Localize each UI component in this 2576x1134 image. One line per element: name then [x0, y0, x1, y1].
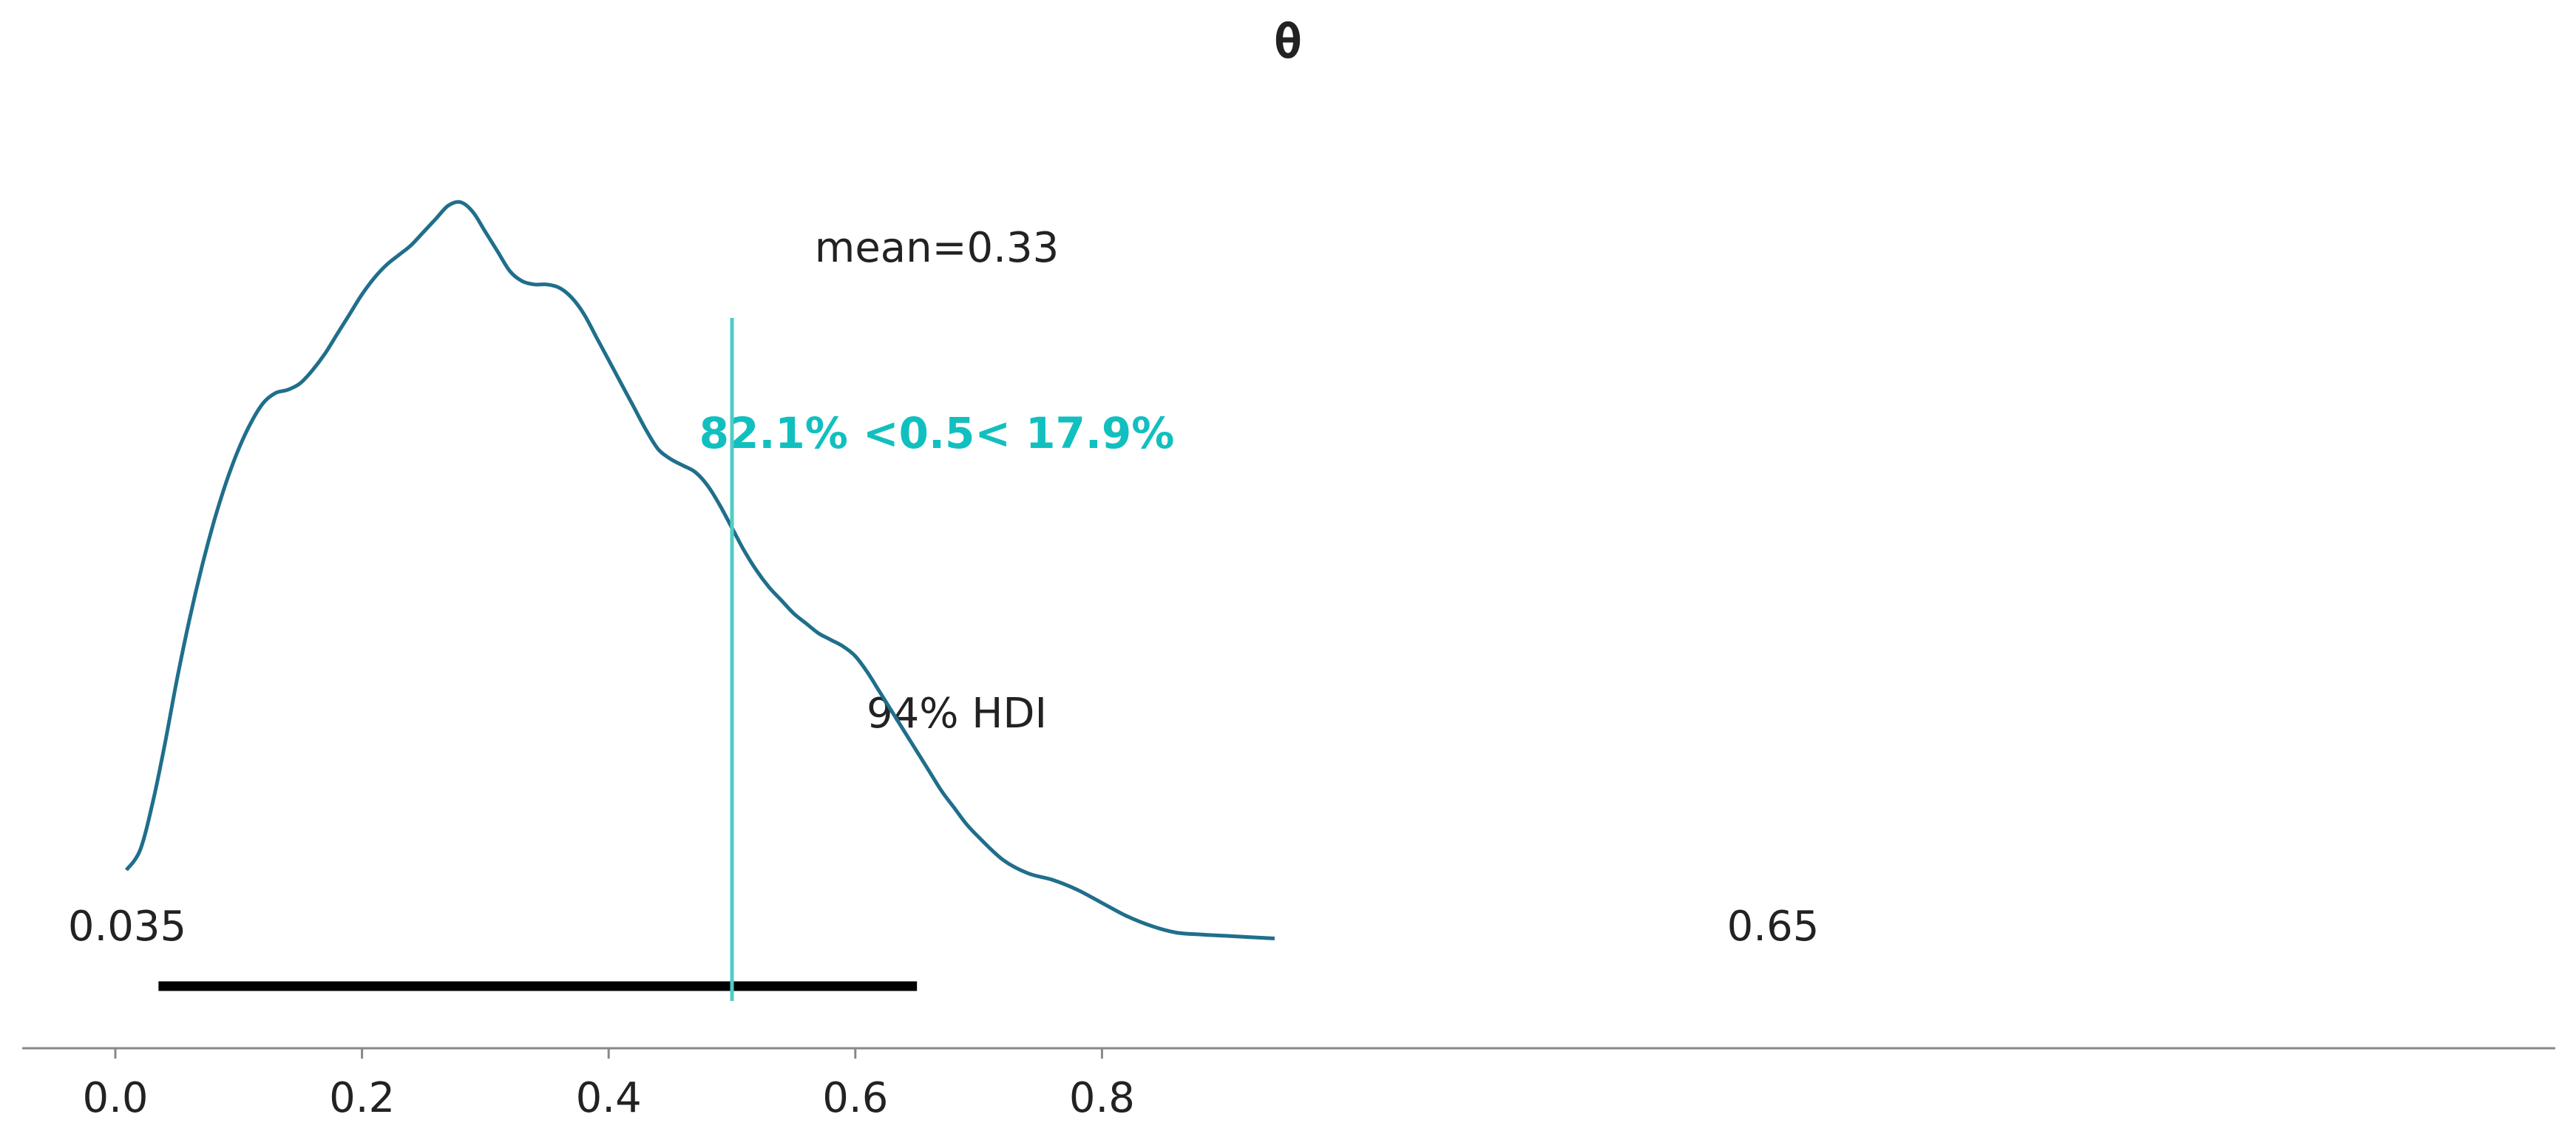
x-tick-label: 0.2 [329, 1074, 395, 1122]
hdi-high-label: 0.65 [1727, 903, 1820, 951]
density-curve [124, 200, 1275, 940]
x-tick-label: 0.6 [822, 1074, 888, 1122]
x-tick-label: 0.8 [1069, 1074, 1135, 1122]
x-tick-label: 0.4 [576, 1074, 642, 1122]
hdi-low-label: 0.035 [68, 903, 186, 951]
mean-annotation: mean=0.33 [815, 224, 1059, 272]
x-tick-label: 0.0 [82, 1074, 148, 1122]
hdi-label: 94% HDI [867, 690, 1047, 738]
reference-value-annotation: 82.1% <0.5< 17.9% [699, 408, 1175, 458]
chart-title: θ [1274, 15, 1303, 69]
